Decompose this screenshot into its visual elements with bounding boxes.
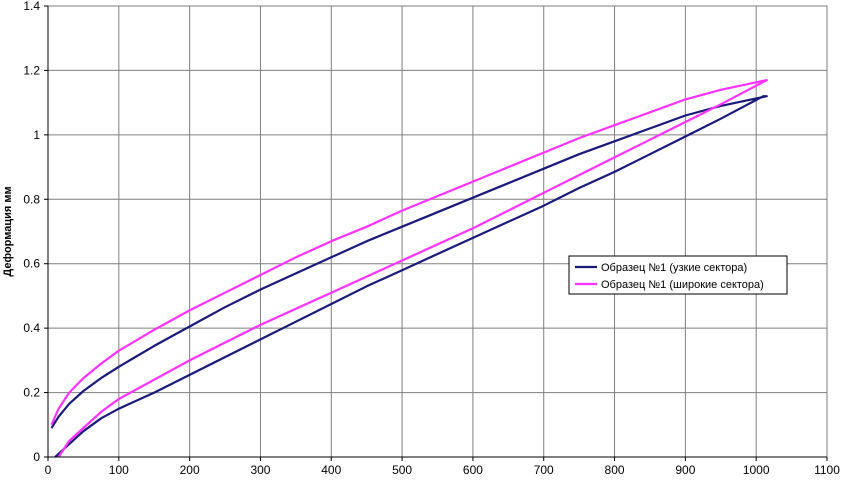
x-tick-label: 700	[534, 463, 554, 477]
legend-entry-label: Образец №1 (узкие сектора)	[601, 262, 747, 274]
series-line-2	[50, 79, 768, 458]
x-tick-label: 100	[109, 463, 129, 477]
y-tick-label: 0.8	[23, 192, 40, 206]
x-tick-label: 800	[605, 463, 625, 477]
y-tick-label: 0.2	[23, 386, 40, 400]
series-line-1	[50, 95, 768, 458]
x-tick-label: 1000	[743, 463, 770, 477]
x-tick-label: 300	[250, 463, 270, 477]
y-tick-label: 1	[33, 128, 40, 142]
x-tick-label: 200	[180, 463, 200, 477]
x-tick-label: 600	[463, 463, 483, 477]
y-axis-title: Деформация мм	[2, 186, 14, 276]
grid	[47, 5, 828, 458]
legend: Образец №1 (узкие сектора) Образец №1 (ши…	[568, 255, 788, 295]
y-tick-label: 0	[33, 450, 40, 464]
legend-box	[568, 255, 788, 295]
x-tick-label: 400	[321, 463, 341, 477]
y-tick-label: 0.4	[23, 321, 40, 335]
y-tick-label: 1.4	[23, 0, 40, 13]
x-tick-label: 900	[675, 463, 695, 477]
legend-entry-label: Образец №1 (широкие сектора)	[601, 279, 764, 291]
x-tick-label: 1100	[814, 463, 840, 477]
series-lines	[50, 79, 768, 458]
y-tick-label: 1.2	[23, 63, 40, 77]
plot-area	[47, 5, 828, 458]
y-tick-label: 0.6	[23, 257, 40, 271]
x-tick-label: 500	[392, 463, 412, 477]
x-tick-label: 0	[45, 463, 52, 477]
